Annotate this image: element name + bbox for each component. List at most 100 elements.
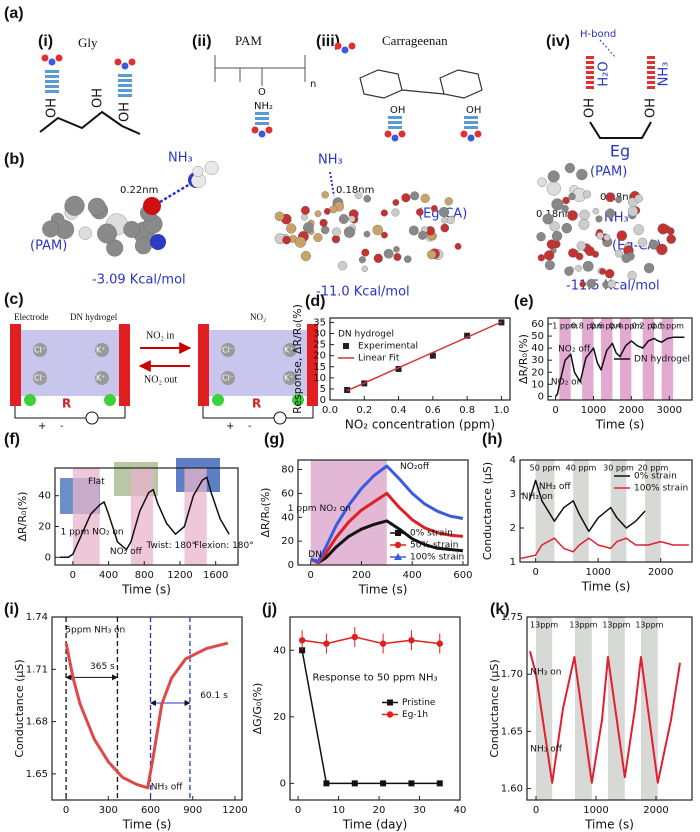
y-axis-label: ΔG/G₀(%) bbox=[251, 683, 264, 735]
atom bbox=[323, 208, 331, 215]
plot-frame bbox=[519, 459, 693, 563]
band-label: 0.2 ppm bbox=[632, 322, 665, 331]
atom bbox=[627, 206, 638, 217]
atom bbox=[420, 193, 430, 203]
atom bbox=[401, 193, 411, 203]
data-point bbox=[395, 365, 402, 372]
model-label: 0.18nm bbox=[336, 185, 374, 196]
x-tick-label: 1000 bbox=[583, 805, 608, 816]
x-tick-label: 20 bbox=[373, 805, 386, 816]
data-point bbox=[380, 780, 387, 787]
atom bbox=[549, 221, 560, 232]
atom bbox=[591, 250, 599, 258]
atom bbox=[615, 249, 623, 258]
backbone bbox=[214, 55, 306, 86]
atom bbox=[656, 243, 668, 256]
model-label: 0.22nm bbox=[120, 185, 158, 196]
atom bbox=[358, 256, 366, 264]
bond-stripe bbox=[647, 71, 655, 74]
data-line bbox=[301, 650, 440, 785]
y-tick-label: 0 bbox=[320, 395, 326, 406]
atom bbox=[567, 210, 578, 221]
atom bbox=[564, 162, 575, 174]
group-label: OH bbox=[91, 88, 106, 108]
annotation: 365 s bbox=[90, 662, 115, 672]
y-tick-label: 1.65 bbox=[26, 769, 48, 780]
y-tick-label: 20 bbox=[281, 536, 294, 547]
annotation: Twist: 180° bbox=[146, 541, 197, 551]
bond-stripe bbox=[586, 61, 594, 64]
atom bbox=[579, 280, 586, 288]
atom bbox=[576, 168, 588, 181]
molecule-name: Gly bbox=[78, 35, 98, 50]
atom bbox=[596, 232, 604, 240]
y-tick-label: 1.68 bbox=[26, 717, 48, 728]
band-label: 0.4 ppm bbox=[609, 322, 642, 331]
atom bbox=[343, 226, 356, 238]
annotation: NO₂ off bbox=[110, 547, 143, 557]
atom bbox=[568, 248, 578, 258]
atom bbox=[338, 214, 349, 224]
bond-stripe bbox=[118, 74, 132, 77]
battery-label: - bbox=[60, 421, 64, 432]
bond-stripe bbox=[464, 126, 478, 129]
hydrogel bbox=[20, 330, 120, 396]
donor-label: H₂O bbox=[597, 61, 612, 86]
x-tick-label: 30 bbox=[413, 805, 426, 816]
atom bbox=[300, 250, 311, 262]
x-tick-label: 40 bbox=[454, 805, 467, 816]
atom bbox=[78, 226, 92, 240]
x-tick-label: 1200 bbox=[167, 570, 192, 581]
bond-stripe bbox=[45, 85, 59, 88]
bond-stripe bbox=[255, 122, 269, 125]
data-point bbox=[323, 640, 330, 647]
atom bbox=[354, 191, 363, 199]
plot-frame bbox=[54, 467, 239, 566]
backbone bbox=[589, 121, 652, 139]
ion-label: K⁺ bbox=[284, 346, 293, 355]
atom bbox=[537, 177, 547, 187]
atom bbox=[348, 215, 356, 223]
electrode bbox=[307, 324, 318, 406]
annotation: NH₃ on bbox=[530, 667, 561, 677]
shaded-region bbox=[72, 468, 100, 565]
panel-label: (a) bbox=[4, 5, 24, 22]
x-tick-label: 0.2 bbox=[356, 405, 372, 416]
x-tick-label: 1200 bbox=[222, 805, 247, 816]
atom bbox=[123, 221, 141, 238]
atom bbox=[329, 205, 338, 214]
data-point bbox=[394, 553, 402, 560]
bond-stripe bbox=[388, 126, 402, 129]
x-tick-label: 200 bbox=[352, 570, 371, 581]
shaded-region bbox=[645, 460, 661, 562]
y-tick-label: 40 bbox=[281, 512, 294, 523]
ion-label: K⁺ bbox=[96, 374, 105, 383]
meter bbox=[273, 411, 287, 425]
x-tick-label: 1600 bbox=[203, 570, 228, 581]
bond-stripe bbox=[45, 90, 59, 93]
legend-label: 100% strain bbox=[410, 553, 464, 563]
group-label: OH bbox=[466, 105, 481, 116]
atom bbox=[265, 126, 273, 134]
y-tick-label: 1.75 bbox=[501, 612, 523, 623]
data-point bbox=[387, 699, 393, 706]
atom bbox=[258, 130, 266, 138]
battery-label: + bbox=[38, 421, 46, 432]
x-axis-label: Time (day) bbox=[342, 818, 408, 832]
ion-label: Cl⁻ bbox=[222, 374, 234, 383]
donor-label: NH₃ bbox=[657, 62, 672, 87]
atom bbox=[542, 213, 554, 225]
annotation: 60.1 s bbox=[200, 691, 228, 701]
atom bbox=[467, 134, 475, 142]
group-label: OH bbox=[644, 98, 659, 118]
x-axis-label: Time (s) bbox=[595, 418, 645, 432]
atom bbox=[398, 130, 406, 138]
y-axis-label: Conductance (μS) bbox=[13, 659, 26, 757]
band-label: 40 ppm bbox=[566, 464, 597, 473]
atom bbox=[286, 223, 297, 234]
y-tick-label: 25 bbox=[313, 340, 326, 351]
y-axis-label: ΔR/R₀(%) bbox=[259, 488, 272, 538]
part-label: (i) bbox=[38, 33, 53, 50]
atom bbox=[605, 192, 616, 203]
shaded-region bbox=[641, 617, 658, 800]
